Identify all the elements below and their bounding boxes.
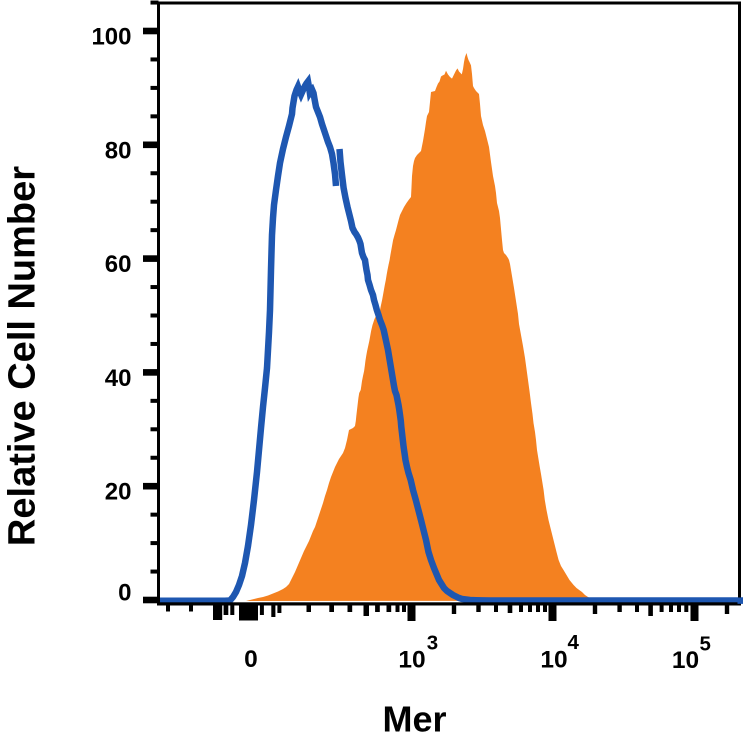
svg-text:3: 3 xyxy=(427,631,438,654)
svg-text:Mer: Mer xyxy=(382,699,446,740)
svg-text:10: 10 xyxy=(672,647,699,674)
svg-text:80: 80 xyxy=(105,137,132,164)
svg-text:0: 0 xyxy=(244,646,258,673)
svg-text:0: 0 xyxy=(118,580,131,607)
svg-text:10: 10 xyxy=(398,646,425,673)
svg-text:Relative Cell Number: Relative Cell Number xyxy=(2,166,44,546)
svg-text:10: 10 xyxy=(540,646,567,673)
svg-text:4: 4 xyxy=(568,631,580,654)
svg-text:20: 20 xyxy=(105,479,132,506)
svg-text:60: 60 xyxy=(105,251,132,278)
svg-text:5: 5 xyxy=(700,632,711,655)
svg-text:40: 40 xyxy=(105,365,132,392)
svg-text:100: 100 xyxy=(91,24,131,51)
